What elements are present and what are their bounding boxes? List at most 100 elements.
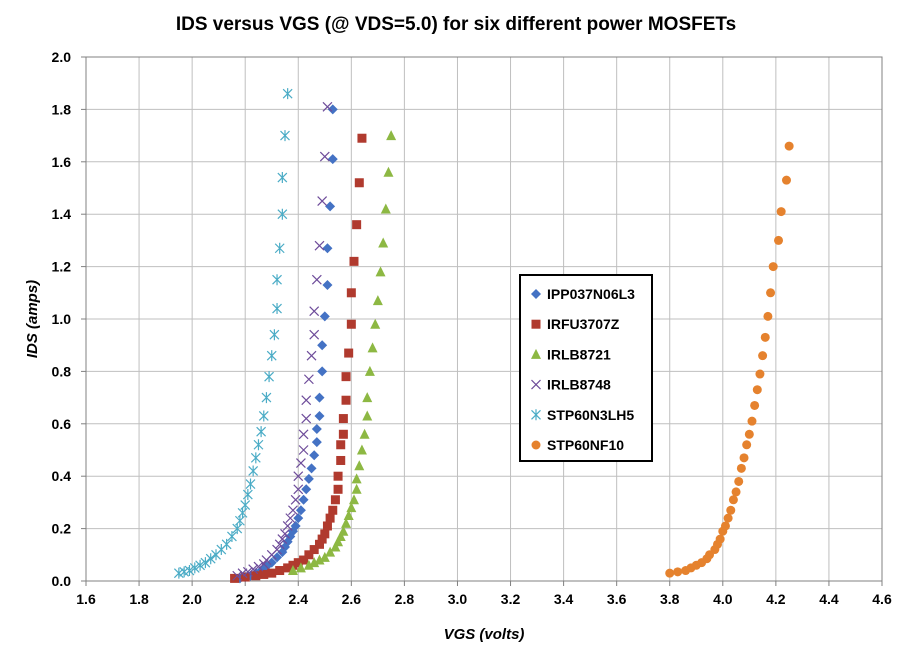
data-point bbox=[364, 365, 375, 376]
data-point bbox=[665, 568, 675, 578]
data-point bbox=[306, 350, 317, 361]
data-point bbox=[272, 274, 282, 286]
data-point bbox=[338, 414, 348, 424]
y-tick-label: 0.6 bbox=[52, 416, 72, 432]
y-tick-label: 0.8 bbox=[52, 363, 72, 379]
data-point bbox=[341, 395, 351, 405]
data-point bbox=[341, 372, 351, 382]
data-point bbox=[343, 510, 354, 520]
data-point bbox=[280, 130, 290, 142]
data-point bbox=[287, 565, 298, 576]
x-tick-label: 4.6 bbox=[872, 591, 892, 607]
x-tick-label: 2.6 bbox=[342, 591, 362, 607]
data-point bbox=[346, 288, 356, 298]
data-point bbox=[362, 392, 373, 403]
data-point bbox=[344, 348, 354, 358]
data-point bbox=[314, 539, 324, 549]
y-axis-tick-labels: 0.0 0.2 0.4 0.6 0.8 1.0 1.2 1.4 1.6 1.8 2.0 bbox=[52, 49, 72, 589]
data-point bbox=[768, 262, 778, 272]
data-point bbox=[309, 545, 319, 555]
data-point bbox=[266, 557, 277, 568]
data-point bbox=[322, 521, 332, 531]
data-point bbox=[303, 374, 314, 385]
data-point bbox=[346, 319, 356, 329]
data-point bbox=[359, 428, 370, 439]
data-point bbox=[290, 520, 301, 531]
data-point bbox=[240, 572, 250, 582]
x-tick-label: 3.4 bbox=[554, 591, 574, 607]
data-point bbox=[348, 494, 359, 505]
legend-item: IRFU3707Z bbox=[531, 316, 620, 332]
data-point bbox=[258, 410, 269, 422]
data-point bbox=[327, 154, 338, 165]
data-point bbox=[322, 279, 333, 290]
data-point bbox=[309, 306, 320, 317]
data-point bbox=[325, 546, 336, 557]
legend-label: IRFU3707Z bbox=[547, 316, 620, 332]
data-point bbox=[274, 242, 285, 254]
data-point bbox=[352, 220, 362, 230]
data-point bbox=[277, 172, 288, 184]
chart-title: IDS versus VGS (@ VDS=5.0) for six diffe… bbox=[176, 14, 736, 35]
data-point bbox=[731, 487, 741, 497]
data-point bbox=[760, 332, 770, 342]
data-point bbox=[317, 196, 328, 207]
y-tick-label: 1.8 bbox=[52, 101, 72, 117]
data-point bbox=[293, 484, 304, 495]
y-axis-label: IDS (amps) bbox=[24, 280, 41, 358]
data-point bbox=[383, 166, 394, 177]
gridlines bbox=[81, 56, 883, 586]
data-point bbox=[317, 366, 328, 377]
data-point bbox=[763, 311, 773, 321]
data-point bbox=[282, 88, 293, 100]
data-point bbox=[327, 104, 338, 115]
data-point bbox=[277, 534, 288, 545]
data-point bbox=[378, 237, 389, 248]
data-point bbox=[251, 571, 261, 581]
data-point bbox=[314, 410, 325, 421]
data-point bbox=[298, 445, 309, 455]
data-point bbox=[299, 555, 309, 565]
data-point bbox=[314, 392, 325, 403]
data-point bbox=[330, 495, 340, 505]
data-point bbox=[306, 463, 317, 474]
data-point bbox=[261, 392, 272, 404]
x-tick-label: 2.0 bbox=[182, 591, 202, 607]
data-point bbox=[319, 151, 330, 162]
data-point bbox=[269, 329, 280, 341]
data-point bbox=[309, 557, 320, 568]
data-point bbox=[275, 566, 285, 576]
series-stp60n3lh5 bbox=[173, 88, 293, 579]
data-point bbox=[253, 561, 264, 572]
data-point bbox=[248, 564, 259, 575]
data-point bbox=[259, 569, 269, 579]
data-point bbox=[242, 566, 253, 577]
data-point bbox=[734, 476, 744, 486]
data-point bbox=[354, 178, 364, 188]
data-point bbox=[250, 452, 261, 464]
x-tick-label: 3.2 bbox=[501, 591, 521, 607]
data-point bbox=[256, 426, 267, 438]
data-point bbox=[311, 424, 322, 435]
data-point bbox=[221, 538, 232, 550]
data-point bbox=[673, 567, 683, 577]
data-point bbox=[752, 385, 762, 395]
x-tick-label: 1.8 bbox=[129, 591, 149, 607]
data-point bbox=[362, 410, 373, 421]
data-point bbox=[205, 553, 216, 565]
data-point bbox=[351, 473, 362, 484]
y-tick-label: 1.0 bbox=[52, 311, 72, 327]
data-point bbox=[338, 525, 349, 536]
data-point bbox=[277, 208, 288, 220]
data-point bbox=[184, 565, 195, 577]
data-point bbox=[723, 513, 733, 523]
data-point bbox=[314, 240, 325, 251]
y-tick-label: 0.2 bbox=[52, 521, 72, 537]
legend-box bbox=[519, 274, 653, 462]
data-point bbox=[200, 557, 211, 569]
y-tick-label: 0.0 bbox=[52, 573, 72, 589]
data-point bbox=[736, 463, 746, 473]
x-tick-label: 3.0 bbox=[448, 591, 468, 607]
data-point bbox=[283, 563, 293, 573]
